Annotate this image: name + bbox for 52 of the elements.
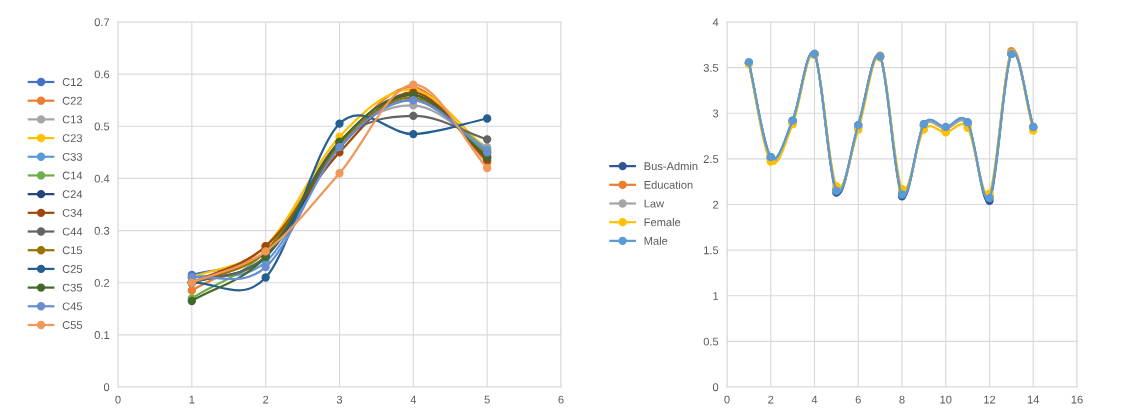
legend-label: C25 [62, 265, 83, 273]
x-tick-label: 2 [263, 395, 269, 404]
y-tick-label: 0.2 [94, 278, 110, 287]
legend-label: Law [644, 199, 665, 208]
legend-label: C33 [62, 152, 83, 161]
legend-label: C24 [62, 190, 83, 199]
legend-label: C13 [62, 115, 83, 124]
x-tick-label: 4 [811, 395, 818, 404]
legend-label: C23 [62, 134, 83, 143]
legend-label: C15 [62, 246, 83, 255]
x-tick-label: 6 [558, 395, 564, 404]
y-tick-label: 0.6 [94, 70, 110, 79]
x-tick-label: 0 [115, 395, 121, 404]
y-tick-label: 4 [712, 18, 719, 27]
legend-label: C55 [62, 321, 83, 329]
y-tick-label: 3.5 [703, 63, 719, 72]
y-tick-label: 2 [713, 200, 719, 209]
y-tick-label: 0.7 [94, 18, 110, 27]
legend-label: Male [644, 236, 668, 245]
x-tick-label: 4 [410, 395, 417, 404]
legend-label: C35 [62, 283, 83, 292]
legend-label: C34 [62, 208, 83, 217]
x-tick-label: 3 [336, 395, 343, 404]
legend-label: C12 [62, 78, 82, 86]
legend-label: C22 [62, 96, 82, 105]
y-tick-label: 0 [712, 383, 719, 392]
y-tick-label: 0.1 [94, 331, 110, 339]
x-tick-label: 14 [1027, 395, 1040, 404]
x-tick-label: 16 [1071, 395, 1083, 404]
legend-label: C44 [62, 227, 83, 236]
y-tick-label: 3 [712, 109, 719, 118]
x-tick-label: 8 [899, 395, 905, 404]
x-tick-label: 5 [484, 395, 490, 404]
y-tick-label: 2.5 [703, 155, 719, 164]
y-tick-label: 0 [103, 383, 110, 392]
y-tick-label: 0.4 [94, 174, 110, 183]
legend-label: C45 [62, 302, 83, 311]
legend-label: Education [644, 180, 693, 189]
legend-label: Female [644, 218, 681, 227]
legend-label: C14 [62, 171, 83, 180]
x-tick-label: 1 [189, 395, 195, 404]
x-tick-label: 2 [768, 395, 774, 404]
y-tick-label: 0.5 [94, 122, 110, 131]
y-tick-label: 0.5 [703, 337, 719, 346]
x-tick-label: 6 [855, 395, 861, 404]
legend-label: Bus-Admin [644, 161, 698, 171]
y-tick-label: 1 [713, 292, 719, 300]
x-tick-label: 10 [940, 395, 952, 404]
y-tick-label: 0.3 [94, 226, 110, 235]
y-tick-label: 1.5 [704, 246, 719, 255]
x-tick-label: 0 [724, 395, 730, 404]
x-tick-label: 12 [984, 395, 996, 404]
